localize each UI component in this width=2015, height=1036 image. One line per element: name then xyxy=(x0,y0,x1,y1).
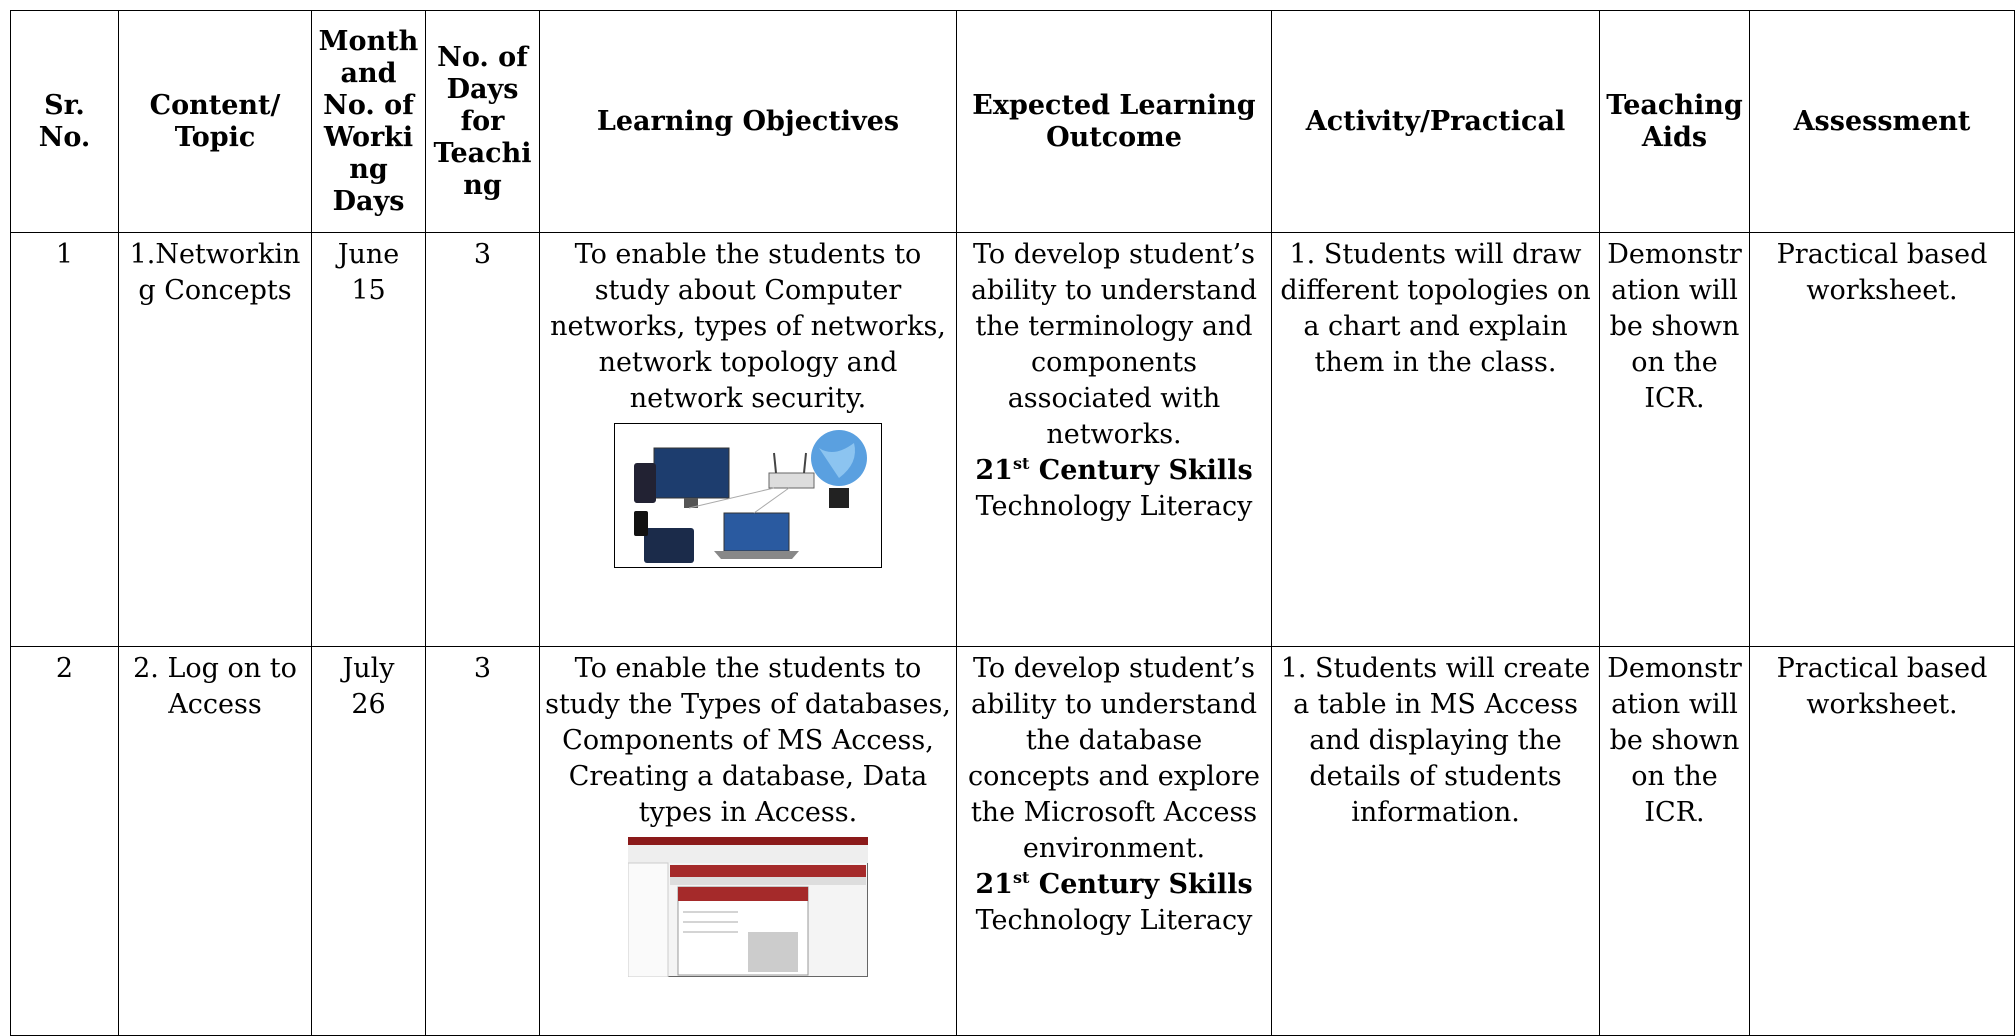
teaching-days: 3 xyxy=(425,232,540,647)
objective: To enable the students to study about Co… xyxy=(550,239,946,414)
skills-heading: 21st Century Skills xyxy=(961,867,1267,903)
outcome: To develop student’s ability to understa… xyxy=(967,653,1261,864)
column-header: Content/ Topic xyxy=(118,10,312,233)
topic: 2. Log on to Access xyxy=(118,646,312,1036)
activity: 1. Students will draw different topologi… xyxy=(1271,232,1600,647)
teaching-days: 3 xyxy=(425,646,540,1036)
row: 2 2. Log on to Access July 26 3 To enable the… xyxy=(10,646,2015,1036)
objective-cell: To enable the students to study the Type… xyxy=(539,646,957,1036)
working-days: 26 xyxy=(351,689,386,720)
skills-suffix: st xyxy=(1012,868,1030,887)
teaching-aids: Demonstration will be shown on the ICR. xyxy=(1599,232,1750,647)
skills-text: Century Skills xyxy=(1038,869,1253,900)
outcome-cell: To develop student’s ability to understa… xyxy=(956,646,1272,1036)
sr-no: 1 xyxy=(10,232,119,647)
network-image xyxy=(614,423,882,568)
assessment: Practical based worksheet. xyxy=(1749,232,2015,647)
month-cell: June 15 xyxy=(311,232,426,647)
skills-suffix: st xyxy=(1012,454,1030,473)
activity: 1. Students will create a table in MS Ac… xyxy=(1271,646,1600,1036)
column-header: Teaching Aids xyxy=(1599,10,1750,233)
skill-name: Technology Literacy xyxy=(975,905,1253,936)
skills-number: 21 xyxy=(975,869,1013,900)
column-header: Sr. No. xyxy=(10,10,119,233)
topic: 1.Networking Concepts xyxy=(118,232,312,647)
access-screenshot xyxy=(628,837,868,977)
column-header: Activity/Practical xyxy=(1271,10,1600,233)
column-header: Month and No. of Working Days xyxy=(311,10,426,233)
header-row: Sr. No. Content/ Topic Month and No. of Wo… xyxy=(10,10,2015,233)
month: June xyxy=(337,239,400,270)
column-header: Assessment xyxy=(1749,10,2015,233)
working-days: 15 xyxy=(351,275,386,306)
column-header: Learning Objectives xyxy=(539,10,957,233)
lesson-table: Sr. No. Content/ Topic Month and No. of Wo… xyxy=(10,10,2015,1036)
skills-text: Century Skills xyxy=(1038,455,1253,486)
outcome-cell: To develop student’s ability to understa… xyxy=(956,232,1272,647)
column-header: Expected Learning Outcome xyxy=(956,10,1272,233)
objective-cell: To enable the students to study about Co… xyxy=(539,232,957,647)
sr-no: 2 xyxy=(10,646,119,1036)
row: 1 1.Networking Concepts June 15 3 To enable t… xyxy=(10,232,2015,647)
assessment: Practical based worksheet. xyxy=(1749,646,2015,1036)
month-cell: July 26 xyxy=(311,646,426,1036)
column-header: No. of Days for Teaching xyxy=(425,10,540,233)
outcome: To develop student’s ability to understa… xyxy=(970,239,1258,450)
objective: To enable the students to study the Type… xyxy=(545,653,951,828)
teaching-aids: Demonstration will be shown on the ICR. xyxy=(1599,646,1750,1036)
month: July xyxy=(342,653,395,684)
skills-number: 21 xyxy=(975,455,1013,486)
skills-heading: 21st Century Skills xyxy=(961,453,1267,489)
skill-name: Technology Literacy xyxy=(975,491,1253,522)
